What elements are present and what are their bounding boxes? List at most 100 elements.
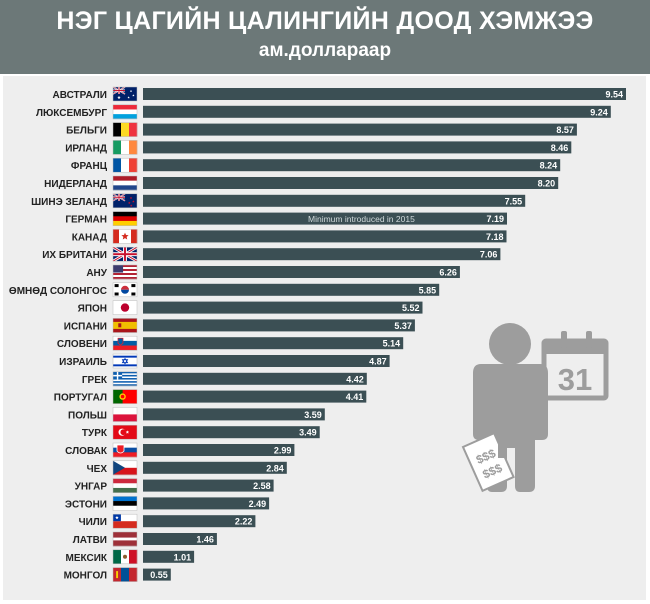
value-label: 3.59 [304, 410, 322, 420]
bar [143, 212, 507, 225]
category-label: ЯПОН [78, 304, 107, 315]
flag-usa-icon [112, 264, 138, 280]
value-label: 1.01 [174, 552, 192, 562]
bar-row: УНГАР 2.58 [75, 478, 274, 493]
value-label: 8.24 [540, 161, 558, 171]
category-label: ИХ БРИТАНИ [42, 250, 107, 261]
category-label: ИРЛАНД [65, 143, 107, 154]
bar [143, 177, 559, 189]
bar [143, 248, 501, 261]
category-label: АВСТРАЛИ [53, 90, 107, 101]
bar [143, 550, 195, 563]
value-label: 4.87 [369, 357, 387, 367]
bar [143, 194, 526, 207]
bar-row: ФРАНЦ 8.24 [71, 157, 561, 173]
bar-chart: АВСТРАЛИ 9.54 ЛЮКСЕМБУРГ 9.24 БЕЛЬГИ 8.57 ИРЛА… [9, 86, 626, 582]
bar [143, 355, 390, 367]
value-label: 7.18 [486, 232, 504, 242]
category-label: ФРАНЦ [71, 161, 108, 172]
bar [143, 497, 270, 510]
person-hand-icon [498, 440, 507, 458]
bar-row: ПОЛЬШ 3.59 [68, 407, 325, 422]
category-label: СЛОВАК [65, 446, 108, 457]
bar [143, 266, 460, 278]
category-label: МЕКСИК [66, 553, 108, 564]
value-label: 2.99 [274, 446, 292, 456]
flag-turkey-icon [112, 424, 138, 440]
bar-row: ИЗРАИЛЬ 4.87 [59, 353, 390, 369]
chart-panel: АВСТРАЛИ 9.54 ЛЮКСЕМБУРГ 9.24 БЕЛЬГИ 8.57 ИРЛА… [3, 76, 646, 600]
flag-hungary-icon [112, 478, 138, 493]
category-label: ИСПАНИ [64, 321, 107, 332]
chart-subtitle: ам.доллараар [258, 40, 392, 61]
value-label: 8.57 [556, 125, 574, 135]
category-label: КАНАД [72, 232, 107, 243]
bar [143, 390, 367, 403]
category-label: ӨМНӨД СОЛОНГОС [9, 286, 107, 297]
flag-united-kingdom-icon [112, 245, 138, 263]
bar-row: ЛЮКСЕМБУРГ 9.24 [36, 104, 611, 120]
category-label: ТУРК [82, 428, 108, 439]
bar [143, 230, 507, 243]
flag-netherlands-icon [112, 175, 138, 191]
value-label: 8.20 [538, 179, 556, 189]
value-label: 3.49 [299, 428, 317, 438]
value-label: 7.06 [480, 250, 498, 260]
bar [143, 123, 577, 136]
flag-south-korea-icon [112, 282, 138, 298]
calendar-day-text: 31 [558, 362, 592, 397]
category-label: ГЕРМАН [65, 215, 107, 226]
flag-slovenia-icon [112, 335, 138, 351]
value-label: 6.26 [439, 268, 457, 278]
chart-title: НЭГ ЦАГИЙН ЦАЛИНГИЙН ДООД ХЭМЖЭЭ [56, 7, 594, 35]
calendar-icon: 31 [541, 331, 609, 401]
value-label: 8.46 [551, 143, 569, 153]
category-label: ШИНЭ ЗЕЛАНД [31, 197, 107, 208]
value-label: 4.41 [346, 392, 364, 402]
bar-row: ШИНЭ ЗЕЛАНД 7.55 [31, 193, 526, 209]
category-label: ЧИЛИ [79, 517, 107, 528]
bar [143, 141, 572, 154]
bar [143, 88, 626, 100]
value-label: 0.55 [150, 570, 168, 580]
flag-canada-icon [112, 229, 138, 244]
bar [143, 283, 440, 296]
flag-spain-icon [112, 318, 138, 333]
bar-row: НИДЕРЛАНД 8.20 [44, 175, 559, 191]
value-label: 7.19 [486, 214, 504, 224]
bar-row: ЭСТОНИ 2.49 [65, 496, 270, 511]
flag-slovakia-icon [112, 442, 138, 458]
category-label: МОНГОЛ [64, 571, 107, 582]
category-label: ГРЕК [82, 375, 108, 386]
bar [143, 337, 404, 350]
value-label: 2.84 [266, 463, 284, 473]
flag-france-icon [112, 157, 138, 173]
bar [143, 568, 171, 581]
bar-row: ИСПАНИ 5.37 [64, 318, 415, 333]
bar [143, 301, 423, 314]
flag-mexico-icon [112, 549, 138, 565]
category-label: СЛОВЕНИ [57, 339, 107, 350]
bar-annotation: Minimum introduced in 2015 [308, 214, 415, 224]
value-label: 9.54 [605, 90, 623, 100]
flag-germany-icon [112, 211, 138, 226]
category-label: БЕЛЬГИ [66, 126, 107, 137]
flag-belgium-icon [112, 122, 138, 137]
bar-row: СЛОВЕНИ 5.14 [57, 335, 404, 351]
bar-row: ЯПОН 5.52 [78, 300, 423, 315]
value-label: 5.52 [402, 303, 420, 313]
category-label: ПОРТУГАЛ [54, 393, 107, 404]
bar-row: АВСТРАЛИ 9.54 [53, 86, 626, 102]
bar-row: ЧЕХ 2.84 [87, 460, 287, 476]
value-label: 7.55 [505, 196, 523, 206]
value-label: 1.46 [196, 535, 214, 545]
bar-row: ӨМНӨД СОЛОНГОС 5.85 [9, 282, 440, 298]
value-label: 2.49 [249, 499, 267, 509]
value-label: 9.24 [590, 107, 608, 117]
bar-row: ИРЛАНД 8.46 [65, 140, 572, 155]
value-label: 2.58 [253, 481, 271, 491]
flag-luxembourg-icon [112, 104, 138, 120]
value-label: 5.85 [419, 285, 437, 295]
category-label: ПОЛЬШ [68, 410, 107, 421]
flag-chile-icon [112, 513, 138, 529]
